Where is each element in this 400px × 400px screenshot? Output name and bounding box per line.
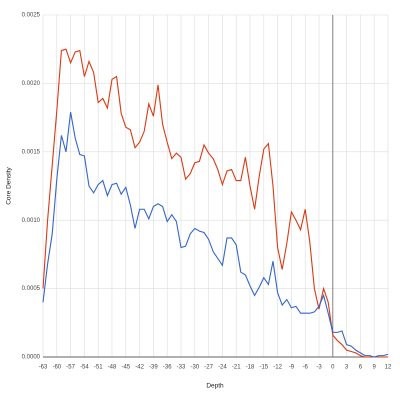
x-tick-label: -12 [273, 365, 282, 371]
x-tick-label: -45 [121, 365, 130, 371]
x-axis-title: Depth [206, 383, 224, 390]
data-line [42, 48, 388, 358]
y-tick-label: 0.0005 [22, 286, 41, 292]
x-tick-label: -3 [316, 365, 322, 371]
x-tick-label: 12 [385, 365, 392, 371]
y-tick-label: 0.0015 [22, 149, 41, 155]
x-tick-label: -6 [303, 365, 309, 371]
x-tick-label: -51 [94, 365, 103, 371]
x-tick-label: 6 [359, 365, 363, 371]
x-tick-label: -42 [135, 365, 144, 371]
x-tick-label: -39 [149, 365, 158, 371]
x-tick-label: -18 [246, 365, 255, 371]
x-tick-label: -24 [218, 365, 227, 371]
x-tick-label: -15 [259, 365, 268, 371]
x-tick-label: -48 [108, 365, 117, 371]
x-tick-label: -33 [177, 365, 186, 371]
x-tick-label: 0 [331, 365, 335, 371]
data-line [42, 112, 389, 358]
y-tick-label: 0.0025 [22, 13, 41, 19]
x-tick-label: -30 [190, 365, 199, 371]
x-tick-label: -63 [39, 365, 48, 371]
x-tick-label: 9 [373, 365, 377, 371]
y-axis-title: Core Density [6, 166, 13, 204]
y-tick-label: 0.0000 [22, 355, 41, 361]
x-tick-label: -57 [66, 365, 75, 371]
y-tick-label: 0.0010 [22, 218, 41, 224]
x-tick-label: -54 [80, 365, 89, 371]
x-tick-label: -36 [163, 365, 172, 371]
x-tick-label: -21 [232, 365, 241, 371]
x-tick-label: 3 [345, 365, 349, 371]
y-tick-label: 0.0020 [22, 81, 41, 87]
x-tick-label: -27 [204, 365, 213, 371]
x-tick-label: -60 [52, 365, 61, 371]
x-tick-label: -9 [289, 365, 295, 371]
